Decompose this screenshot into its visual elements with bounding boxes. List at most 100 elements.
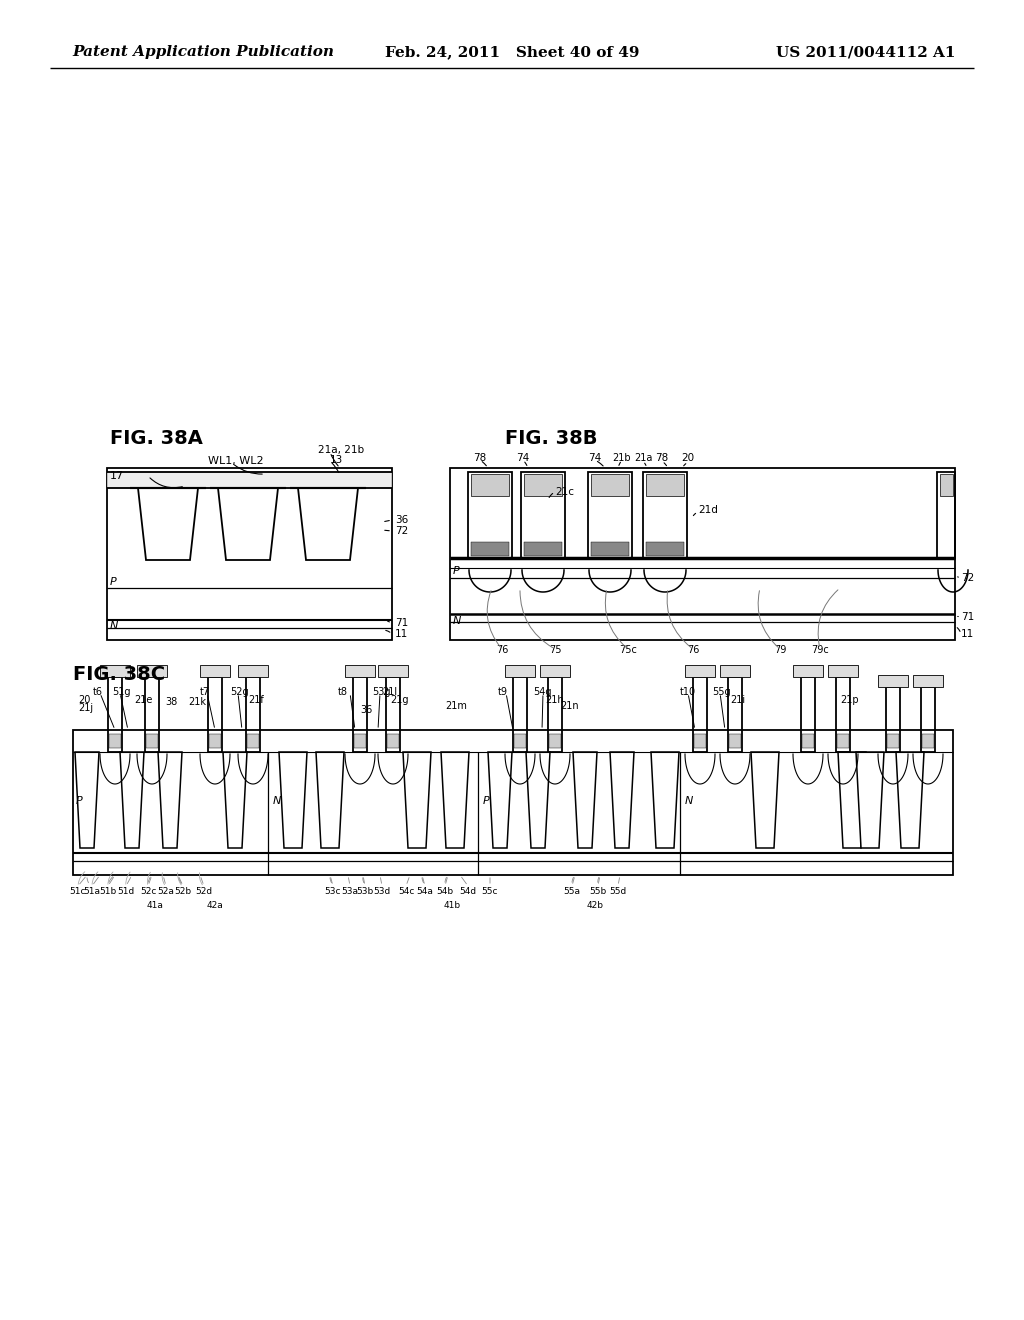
Text: 52d: 52d bbox=[196, 887, 213, 895]
Bar bbox=[471, 543, 509, 556]
Bar bbox=[106, 469, 392, 640]
Text: 41b: 41b bbox=[443, 900, 461, 909]
Text: 13: 13 bbox=[330, 455, 343, 465]
Text: 75c: 75c bbox=[620, 645, 637, 655]
Bar bbox=[693, 677, 707, 752]
Text: US 2011/0044112 A1: US 2011/0044112 A1 bbox=[775, 45, 955, 59]
Text: 71: 71 bbox=[961, 612, 974, 622]
Bar bbox=[208, 677, 222, 752]
Bar bbox=[878, 675, 908, 686]
Bar bbox=[591, 474, 629, 496]
Text: P: P bbox=[483, 796, 489, 807]
Bar bbox=[513, 677, 527, 752]
Text: 55a: 55a bbox=[563, 887, 581, 895]
Text: 21j: 21j bbox=[78, 704, 93, 713]
Text: 36: 36 bbox=[360, 705, 373, 715]
Bar bbox=[209, 734, 221, 748]
Bar bbox=[801, 677, 815, 752]
Text: 21l: 21l bbox=[382, 686, 397, 697]
Polygon shape bbox=[403, 752, 431, 847]
Polygon shape bbox=[488, 752, 512, 847]
Bar bbox=[588, 473, 632, 558]
Bar bbox=[937, 473, 955, 558]
Text: 21a, 21b: 21a, 21b bbox=[318, 445, 365, 455]
Text: 54a: 54a bbox=[417, 887, 433, 895]
Text: 52a: 52a bbox=[158, 887, 174, 895]
Text: N: N bbox=[110, 620, 119, 631]
Text: 20: 20 bbox=[681, 453, 694, 463]
Text: Feb. 24, 2011   Sheet 40 of 49: Feb. 24, 2011 Sheet 40 of 49 bbox=[385, 45, 639, 59]
Bar bbox=[505, 665, 535, 677]
Text: 41a: 41a bbox=[146, 900, 164, 909]
Polygon shape bbox=[441, 752, 469, 847]
Text: 74: 74 bbox=[589, 453, 602, 463]
Text: 53b: 53b bbox=[356, 887, 374, 895]
Text: N: N bbox=[273, 796, 282, 807]
Text: 21n: 21n bbox=[560, 701, 579, 711]
Text: 21m: 21m bbox=[445, 701, 467, 711]
Bar bbox=[802, 734, 814, 748]
Polygon shape bbox=[526, 752, 550, 847]
Text: 53d: 53d bbox=[374, 887, 390, 895]
Bar bbox=[238, 665, 268, 677]
Bar bbox=[549, 734, 561, 748]
Text: 54c: 54c bbox=[397, 887, 414, 895]
Bar bbox=[200, 665, 230, 677]
Text: t7: t7 bbox=[200, 686, 210, 697]
Bar bbox=[646, 543, 684, 556]
Bar bbox=[137, 665, 167, 677]
Bar bbox=[921, 686, 935, 752]
Text: t10: t10 bbox=[680, 686, 696, 697]
Text: 52b: 52b bbox=[174, 887, 191, 895]
Bar bbox=[106, 473, 392, 488]
Text: WL1, WL2: WL1, WL2 bbox=[208, 455, 263, 466]
Text: 54d: 54d bbox=[460, 887, 476, 895]
Text: 51a: 51a bbox=[84, 887, 100, 895]
Bar bbox=[514, 734, 526, 748]
Text: 21h: 21h bbox=[545, 696, 563, 705]
Bar bbox=[468, 473, 512, 558]
Bar bbox=[940, 474, 953, 496]
Text: 55d: 55d bbox=[609, 887, 627, 895]
Polygon shape bbox=[120, 752, 144, 847]
Text: 72: 72 bbox=[961, 573, 974, 583]
Text: 53c: 53c bbox=[325, 887, 341, 895]
Text: 36: 36 bbox=[395, 515, 409, 525]
Text: 78: 78 bbox=[655, 453, 669, 463]
Text: N: N bbox=[453, 616, 462, 626]
Text: 42a: 42a bbox=[207, 900, 223, 909]
Bar bbox=[345, 665, 375, 677]
Text: 21f: 21f bbox=[248, 696, 264, 705]
Bar bbox=[643, 473, 687, 558]
Text: 21b: 21b bbox=[612, 453, 632, 463]
Bar bbox=[386, 677, 400, 752]
Text: 71: 71 bbox=[395, 618, 409, 628]
Bar bbox=[73, 730, 953, 875]
Text: 21d: 21d bbox=[698, 506, 718, 515]
Bar bbox=[922, 734, 934, 748]
Bar bbox=[471, 474, 509, 496]
Text: 17: 17 bbox=[110, 471, 124, 480]
Polygon shape bbox=[856, 752, 884, 847]
Text: 21g: 21g bbox=[390, 696, 409, 705]
Polygon shape bbox=[279, 752, 307, 847]
Polygon shape bbox=[158, 752, 182, 847]
Bar bbox=[685, 665, 715, 677]
Bar bbox=[524, 543, 562, 556]
Bar bbox=[913, 675, 943, 686]
Polygon shape bbox=[610, 752, 634, 847]
Bar bbox=[100, 665, 130, 677]
Text: 75: 75 bbox=[549, 645, 561, 655]
Bar bbox=[450, 469, 955, 640]
Text: 55b: 55b bbox=[590, 887, 606, 895]
Text: t6: t6 bbox=[93, 686, 103, 697]
Bar bbox=[886, 686, 900, 752]
Text: 51g: 51g bbox=[112, 686, 130, 697]
Text: 51b: 51b bbox=[99, 887, 117, 895]
Bar bbox=[145, 677, 159, 752]
Text: 51c: 51c bbox=[70, 887, 86, 895]
Text: FIG. 38B: FIG. 38B bbox=[505, 429, 597, 447]
Bar bbox=[521, 473, 565, 558]
Text: 21e: 21e bbox=[134, 696, 153, 705]
Text: 52g: 52g bbox=[230, 686, 249, 697]
